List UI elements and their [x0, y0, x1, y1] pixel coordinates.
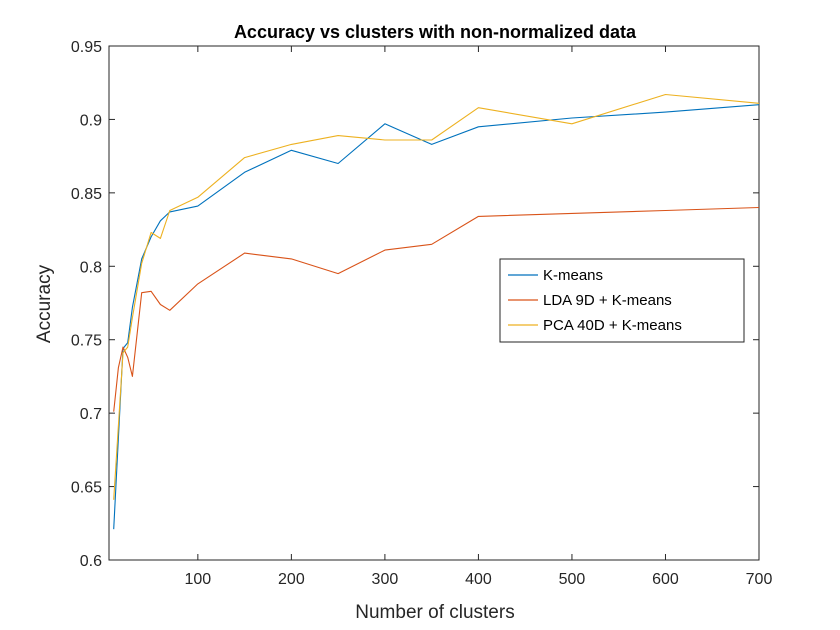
series-line: [113, 93, 760, 500]
x-tick-label: 100: [184, 571, 211, 588]
y-tick-label: 0.6: [80, 553, 102, 570]
legend-box: [499, 258, 745, 343]
x-tick-label: 600: [652, 571, 679, 588]
x-axis-title: Number of clusters: [355, 602, 514, 623]
axes-box: [108, 45, 760, 561]
x-tick-label: 500: [559, 571, 586, 588]
x-tick-label: 300: [372, 571, 399, 588]
y-tick-label: 0.9: [80, 112, 102, 129]
y-tick-label: 0.85: [71, 186, 102, 203]
legend-label: K-means: [543, 267, 603, 284]
plot-area: 100 200 300 400 500 600 700 0.6 0.65 0.7 0.75 0.8 0.…: [71, 39, 773, 588]
x-tick-label: 700: [746, 571, 773, 588]
y-tick-label: 0.95: [71, 39, 102, 56]
y-tick-label: 0.7: [80, 406, 102, 423]
y-tick-label: 0.65: [71, 480, 102, 497]
series-line: [113, 104, 760, 530]
x-tick-label: 400: [465, 571, 492, 588]
legend-label: LDA 9D + K-means: [543, 292, 672, 309]
y-tick-label: 0.8: [80, 259, 102, 276]
x-tick-label: 200: [278, 571, 305, 588]
y-tick-label: 0.75: [71, 333, 102, 350]
legend-label: PCA 40D + K-means: [543, 317, 682, 334]
series-line: [113, 206, 760, 412]
y-axis-title: Accuracy: [34, 264, 55, 343]
chart-title: Accuracy vs clusters with non-normalized…: [234, 22, 637, 42]
